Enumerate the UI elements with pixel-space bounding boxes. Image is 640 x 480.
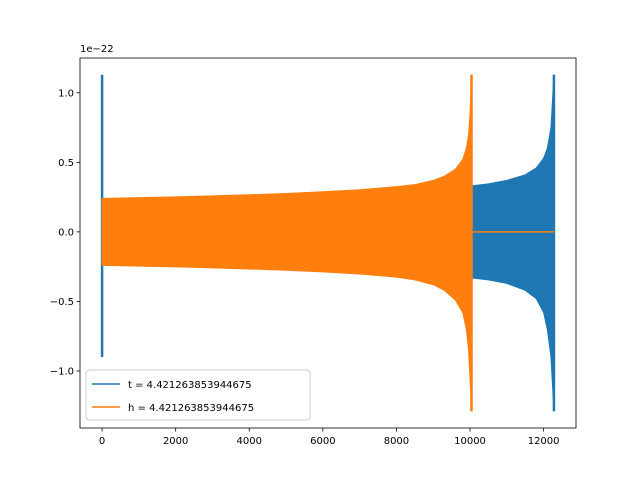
plot-area <box>100 74 556 412</box>
series-1-envelope <box>101 74 472 412</box>
y-tick-label: 0.0 <box>58 227 74 238</box>
legend-label-h: h = 4.421263853944675 <box>128 403 254 414</box>
y-tick-label: 1.0 <box>58 88 74 99</box>
x-tick-label: 10000 <box>454 436 486 447</box>
y-tick-label: −1.0 <box>50 366 74 377</box>
y-tick-label: −0.5 <box>50 297 74 308</box>
legend-box <box>85 369 311 421</box>
legend-label-t: t = 4.421263853944675 <box>128 380 252 391</box>
legend: t = 4.421263853944675 h = 4.421263853944… <box>85 369 311 421</box>
axes-frame <box>79 57 577 429</box>
x-tick-label: 12000 <box>528 436 560 447</box>
x-axis: 0 2000 4000 6000 8000 10000 12000 <box>99 428 560 447</box>
x-tick-label: 0 <box>99 436 105 447</box>
y-offset-label: 1e−22 <box>80 44 114 55</box>
x-tick-label: 8000 <box>384 436 409 447</box>
x-tick-label: 2000 <box>163 436 188 447</box>
x-tick-label: 4000 <box>237 436 262 447</box>
x-tick-label: 6000 <box>310 436 335 447</box>
y-axis: −1.0 −0.5 0.0 0.5 1.0 <box>50 88 80 377</box>
y-tick-label: 0.5 <box>58 158 74 169</box>
